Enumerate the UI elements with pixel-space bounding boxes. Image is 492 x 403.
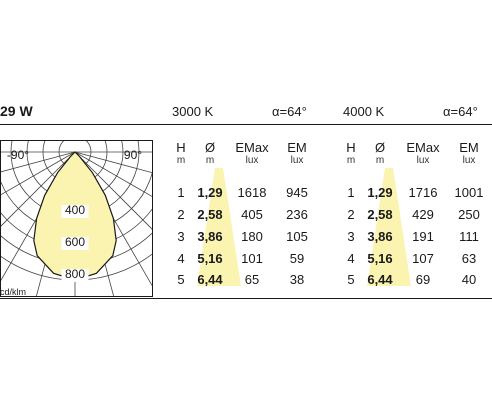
cell-h: 3: [347, 229, 355, 244]
polar-labels: -90° 90° 400 600 800: [7, 148, 142, 282]
angle-label-minus-90: -90°: [7, 148, 29, 162]
cell-d: 1,29: [197, 185, 223, 200]
cell-emax: 405: [241, 207, 263, 222]
beam-cone-1: [367, 168, 411, 286]
column-header-emax-0: EMax: [235, 140, 269, 155]
cell-em: 945: [286, 185, 308, 200]
cell-h: 2: [347, 207, 355, 222]
polar-spoke: [74, 151, 152, 197]
cell-em: 236: [286, 207, 308, 222]
cell-h: 3: [177, 229, 185, 244]
cell-emax: 65: [244, 272, 260, 287]
column-unit-em-1: lux: [462, 155, 476, 166]
cell-emax: 180: [241, 229, 263, 244]
polar-unit-label: cd/klm: [0, 287, 27, 297]
product-power-title: 29 W: [0, 103, 33, 119]
column-unit-d-1: m: [375, 155, 385, 166]
cell-emax: 107: [412, 251, 434, 266]
column-header-emax-1: EMax: [406, 140, 440, 155]
cell-h: 5: [177, 272, 185, 287]
cell-d: 5,16: [367, 251, 393, 266]
cell-d: 3,86: [367, 229, 393, 244]
cell-h: 4: [177, 251, 185, 266]
cell-d: 3,86: [197, 229, 223, 244]
column-header-em-1: EM: [459, 140, 479, 155]
ring-label-800: 800: [65, 267, 85, 281]
column-unit-d-0: m: [205, 155, 215, 166]
cell-emax: 191: [412, 229, 434, 244]
column-unit-h-0: m: [176, 155, 186, 166]
polar-light-distribution-chart: -90° 90° 400 600 800: [0, 140, 153, 297]
beam-cone-shape: [197, 168, 241, 286]
cell-em: 38: [289, 272, 305, 287]
column-header-h-1: H: [346, 140, 356, 155]
column-header-h-0: H: [176, 140, 186, 155]
ring-label-600: 600: [65, 235, 85, 249]
column-unit-h-1: m: [346, 155, 356, 166]
cell-emax: 69: [415, 272, 431, 287]
cell-d: 6,44: [197, 272, 223, 287]
header-rule: [0, 124, 492, 125]
polar-spoke: [74, 151, 152, 230]
cell-h: 1: [177, 185, 185, 200]
cell-h: 5: [347, 272, 355, 287]
cell-emax: 429: [412, 207, 434, 222]
cell-d: 2,58: [197, 207, 223, 222]
cell-em: 250: [458, 207, 480, 222]
column-unit-em-0: lux: [290, 155, 304, 166]
cell-h: 1: [347, 185, 355, 200]
cell-h: 2: [177, 207, 185, 222]
cell-em: 1001: [454, 185, 484, 200]
ring-label-400: 400: [65, 203, 85, 217]
beam-angle-4000k: α=64°: [443, 104, 478, 119]
footer-rule: [0, 298, 492, 299]
cell-em: 111: [459, 229, 479, 244]
column-unit-emax-1: lux: [416, 155, 430, 166]
cell-d: 2,58: [367, 207, 393, 222]
cell-emax: 1618: [237, 185, 267, 200]
column-unit-emax-0: lux: [245, 155, 259, 166]
polar-spoke: [1, 151, 76, 173]
cell-em: 59: [289, 251, 305, 266]
cell-h: 4: [347, 251, 355, 266]
polar-spoke: [1, 151, 76, 196]
cell-d: 6,44: [367, 272, 393, 287]
ring-label-400-bg: [61, 205, 89, 218]
ring-label-800-bg: [61, 269, 89, 282]
beam-cone-0: [197, 168, 241, 286]
column-header-em-0: EM: [287, 140, 307, 155]
cell-emax: 1716: [408, 185, 438, 200]
cell-em: 63: [461, 251, 477, 266]
polar-spoke: [74, 151, 152, 174]
angle-label-plus-90: 90°: [124, 148, 142, 162]
cell-emax: 101: [241, 251, 263, 266]
cell-em: 40: [461, 272, 477, 287]
cct-4000k-heading: 4000 K: [343, 104, 385, 119]
cell-d: 1,29: [367, 185, 393, 200]
cell-d: 5,16: [197, 251, 223, 266]
beam-angle-3000k: α=64°: [272, 104, 307, 119]
cct-3000k-heading: 3000 K: [172, 104, 214, 119]
column-header-d-0: Ø: [204, 140, 216, 155]
ring-label-600-bg: [61, 237, 89, 250]
beam-cone-shape: [367, 168, 411, 286]
polar-spoke: [1, 151, 76, 227]
cell-em: 105: [286, 229, 308, 244]
column-header-d-1: Ø: [374, 140, 386, 155]
